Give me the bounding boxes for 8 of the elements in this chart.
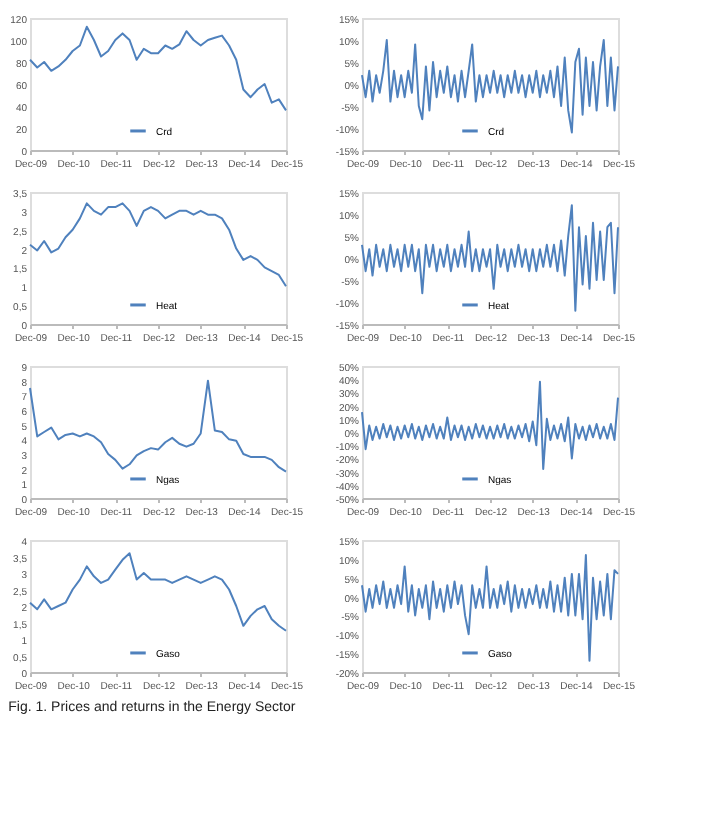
line-series: [361, 204, 619, 312]
line-series: [29, 379, 287, 473]
line-series: [29, 552, 287, 632]
line-series: [361, 554, 619, 662]
line-series: [361, 380, 619, 470]
line-series: [29, 202, 287, 288]
line-series: [361, 39, 619, 134]
line-series: [29, 25, 287, 112]
